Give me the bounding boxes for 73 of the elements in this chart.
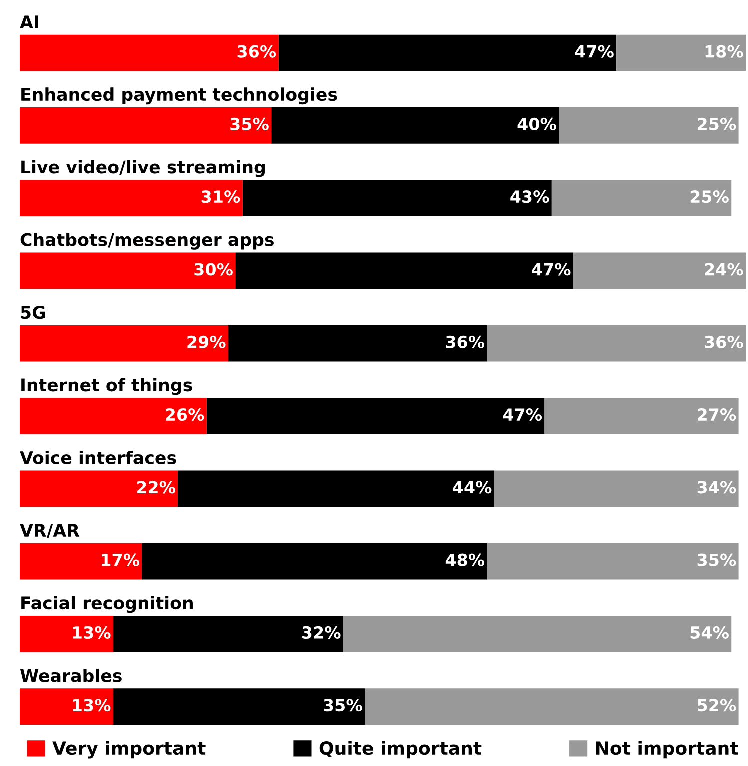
data-label: 47%: [503, 408, 542, 422]
data-label: 47%: [575, 45, 614, 58]
bar: [113, 616, 344, 652]
y-tick-label: Wearables: [20, 668, 122, 682]
data-label: 47%: [532, 263, 571, 276]
bar: [20, 543, 142, 580]
data-label: 48%: [446, 554, 485, 566]
bar: [487, 325, 746, 362]
bar: [272, 108, 560, 144]
bar: [494, 470, 739, 508]
bar: [20, 108, 272, 144]
data-label: 31%: [202, 190, 240, 204]
y-tick-label: Voice interfaces: [20, 451, 176, 464]
y-tick-label: AI: [20, 16, 38, 28]
data-label: 52%: [698, 699, 736, 712]
bar: [20, 252, 236, 290]
data-label: 27%: [698, 408, 736, 422]
bar: [616, 34, 746, 72]
data-label: 24%: [705, 263, 744, 276]
data-label: 17%: [102, 554, 140, 566]
bar: [20, 325, 228, 362]
y-tick-label: Enhanced payment technologies: [22, 88, 338, 105]
legend-label: Very important: [52, 741, 206, 759]
y-tick-label: Facial recognition: [22, 596, 193, 614]
data-label: 34%: [698, 481, 736, 494]
data-label: 44%: [453, 481, 492, 494]
data-label: 43%: [510, 190, 550, 204]
data-label: 25%: [690, 190, 729, 204]
bar: [242, 180, 552, 216]
bar: [236, 252, 574, 290]
data-label: 40%: [518, 118, 556, 131]
bar: [487, 543, 739, 580]
data-label: 18%: [706, 45, 744, 58]
bar: [20, 616, 114, 652]
data-label: 30%: [194, 263, 233, 276]
bar: [228, 325, 488, 362]
y-tick-label: Internet of things: [22, 378, 192, 396]
data-label: 13%: [73, 699, 111, 712]
y-tick-label: Live video/live streaming: [22, 160, 265, 178]
data-label: 25%: [698, 118, 736, 131]
bar: [206, 398, 545, 434]
bar: [178, 470, 494, 508]
legend-label: Not important: [596, 741, 738, 759]
bar: [365, 688, 739, 725]
bar: [552, 180, 732, 216]
bar: [20, 470, 178, 508]
bar: [20, 180, 243, 216]
data-label: 35%: [324, 699, 362, 712]
legend-label: Quite important: [320, 741, 482, 759]
data-label: 36%: [238, 45, 276, 58]
bar: [20, 688, 114, 725]
bar: [573, 252, 746, 290]
data-label: 36%: [705, 336, 744, 348]
bar: [278, 34, 617, 72]
bar: [559, 108, 739, 144]
bar: [142, 543, 488, 580]
bar: [343, 616, 732, 652]
data-label: 29%: [188, 336, 226, 348]
bar: [113, 688, 366, 725]
data-label: 35%: [230, 118, 269, 131]
data-label: 22%: [137, 481, 176, 494]
y-tick-label: Chatbots/messenger apps: [20, 232, 274, 250]
data-label: 36%: [446, 336, 485, 348]
data-label: 13%: [73, 626, 111, 640]
data-label: 26%: [166, 408, 204, 422]
data-label: 54%: [690, 626, 729, 640]
y-tick-label: 5G: [21, 306, 46, 320]
bar: [544, 398, 739, 434]
bar: [20, 398, 207, 434]
data-label: 32%: [302, 626, 341, 640]
data-label: 35%: [698, 554, 736, 566]
y-tick-label: VR/AR: [20, 524, 80, 538]
bar: [20, 34, 279, 72]
